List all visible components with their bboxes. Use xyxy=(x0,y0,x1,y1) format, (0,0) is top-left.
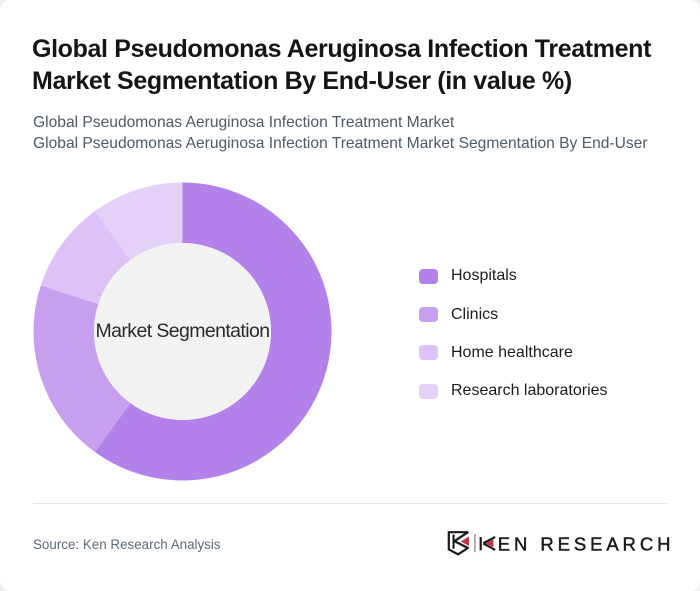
svg-text:EN RESEARCH: EN RESEARCH xyxy=(498,533,672,554)
